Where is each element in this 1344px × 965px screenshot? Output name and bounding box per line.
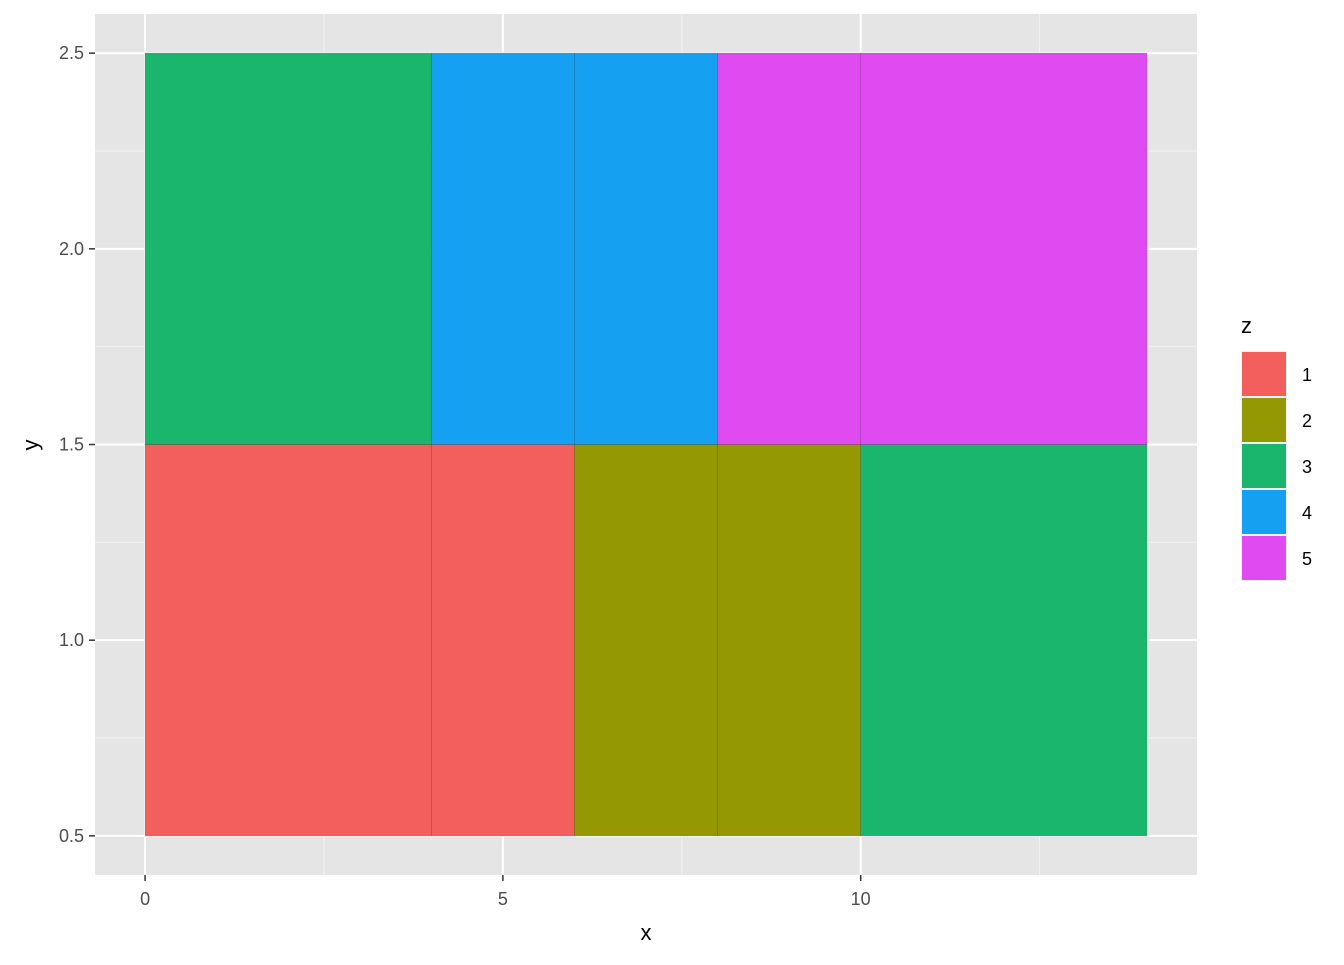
tile [574, 52, 718, 445]
tile [717, 444, 861, 837]
legend-label: 1 [1302, 365, 1312, 385]
tile [574, 444, 718, 837]
tile [144, 52, 432, 445]
tile [860, 52, 1148, 445]
x-axis-title: x [641, 920, 652, 945]
x-tick-label: 0 [140, 889, 150, 909]
legend: z 1 2 3 4 5 [1241, 313, 1312, 581]
tile [431, 444, 575, 837]
tile [144, 444, 432, 837]
legend-label: 5 [1302, 549, 1312, 569]
x-tick-label: 5 [498, 889, 508, 909]
legend-key-swatch [1242, 490, 1286, 534]
legend-key-swatch [1242, 536, 1286, 580]
legend-label: 3 [1302, 457, 1312, 477]
y-tick-label: 2.5 [59, 43, 84, 63]
tile [717, 52, 861, 445]
y-tick-label: 1.5 [59, 435, 84, 455]
legend-label: 4 [1302, 503, 1312, 523]
tile [431, 52, 575, 445]
legend-key-swatch [1242, 444, 1286, 488]
legend-key-swatch [1242, 398, 1286, 442]
axes: 0 5 10 0.5 1.0 1.5 2.0 2.5 [59, 43, 871, 909]
legend-title: z [1241, 313, 1252, 338]
tile [860, 444, 1148, 837]
y-tick-label: 1.0 [59, 630, 84, 650]
x-tick-label: 10 [851, 889, 871, 909]
tiles [144, 52, 1148, 837]
legend-label: 2 [1302, 411, 1312, 431]
y-tick-label: 0.5 [59, 826, 84, 846]
y-axis-title: y [18, 440, 43, 451]
legend-key-swatch [1242, 352, 1286, 396]
y-tick-label: 2.0 [59, 239, 84, 259]
